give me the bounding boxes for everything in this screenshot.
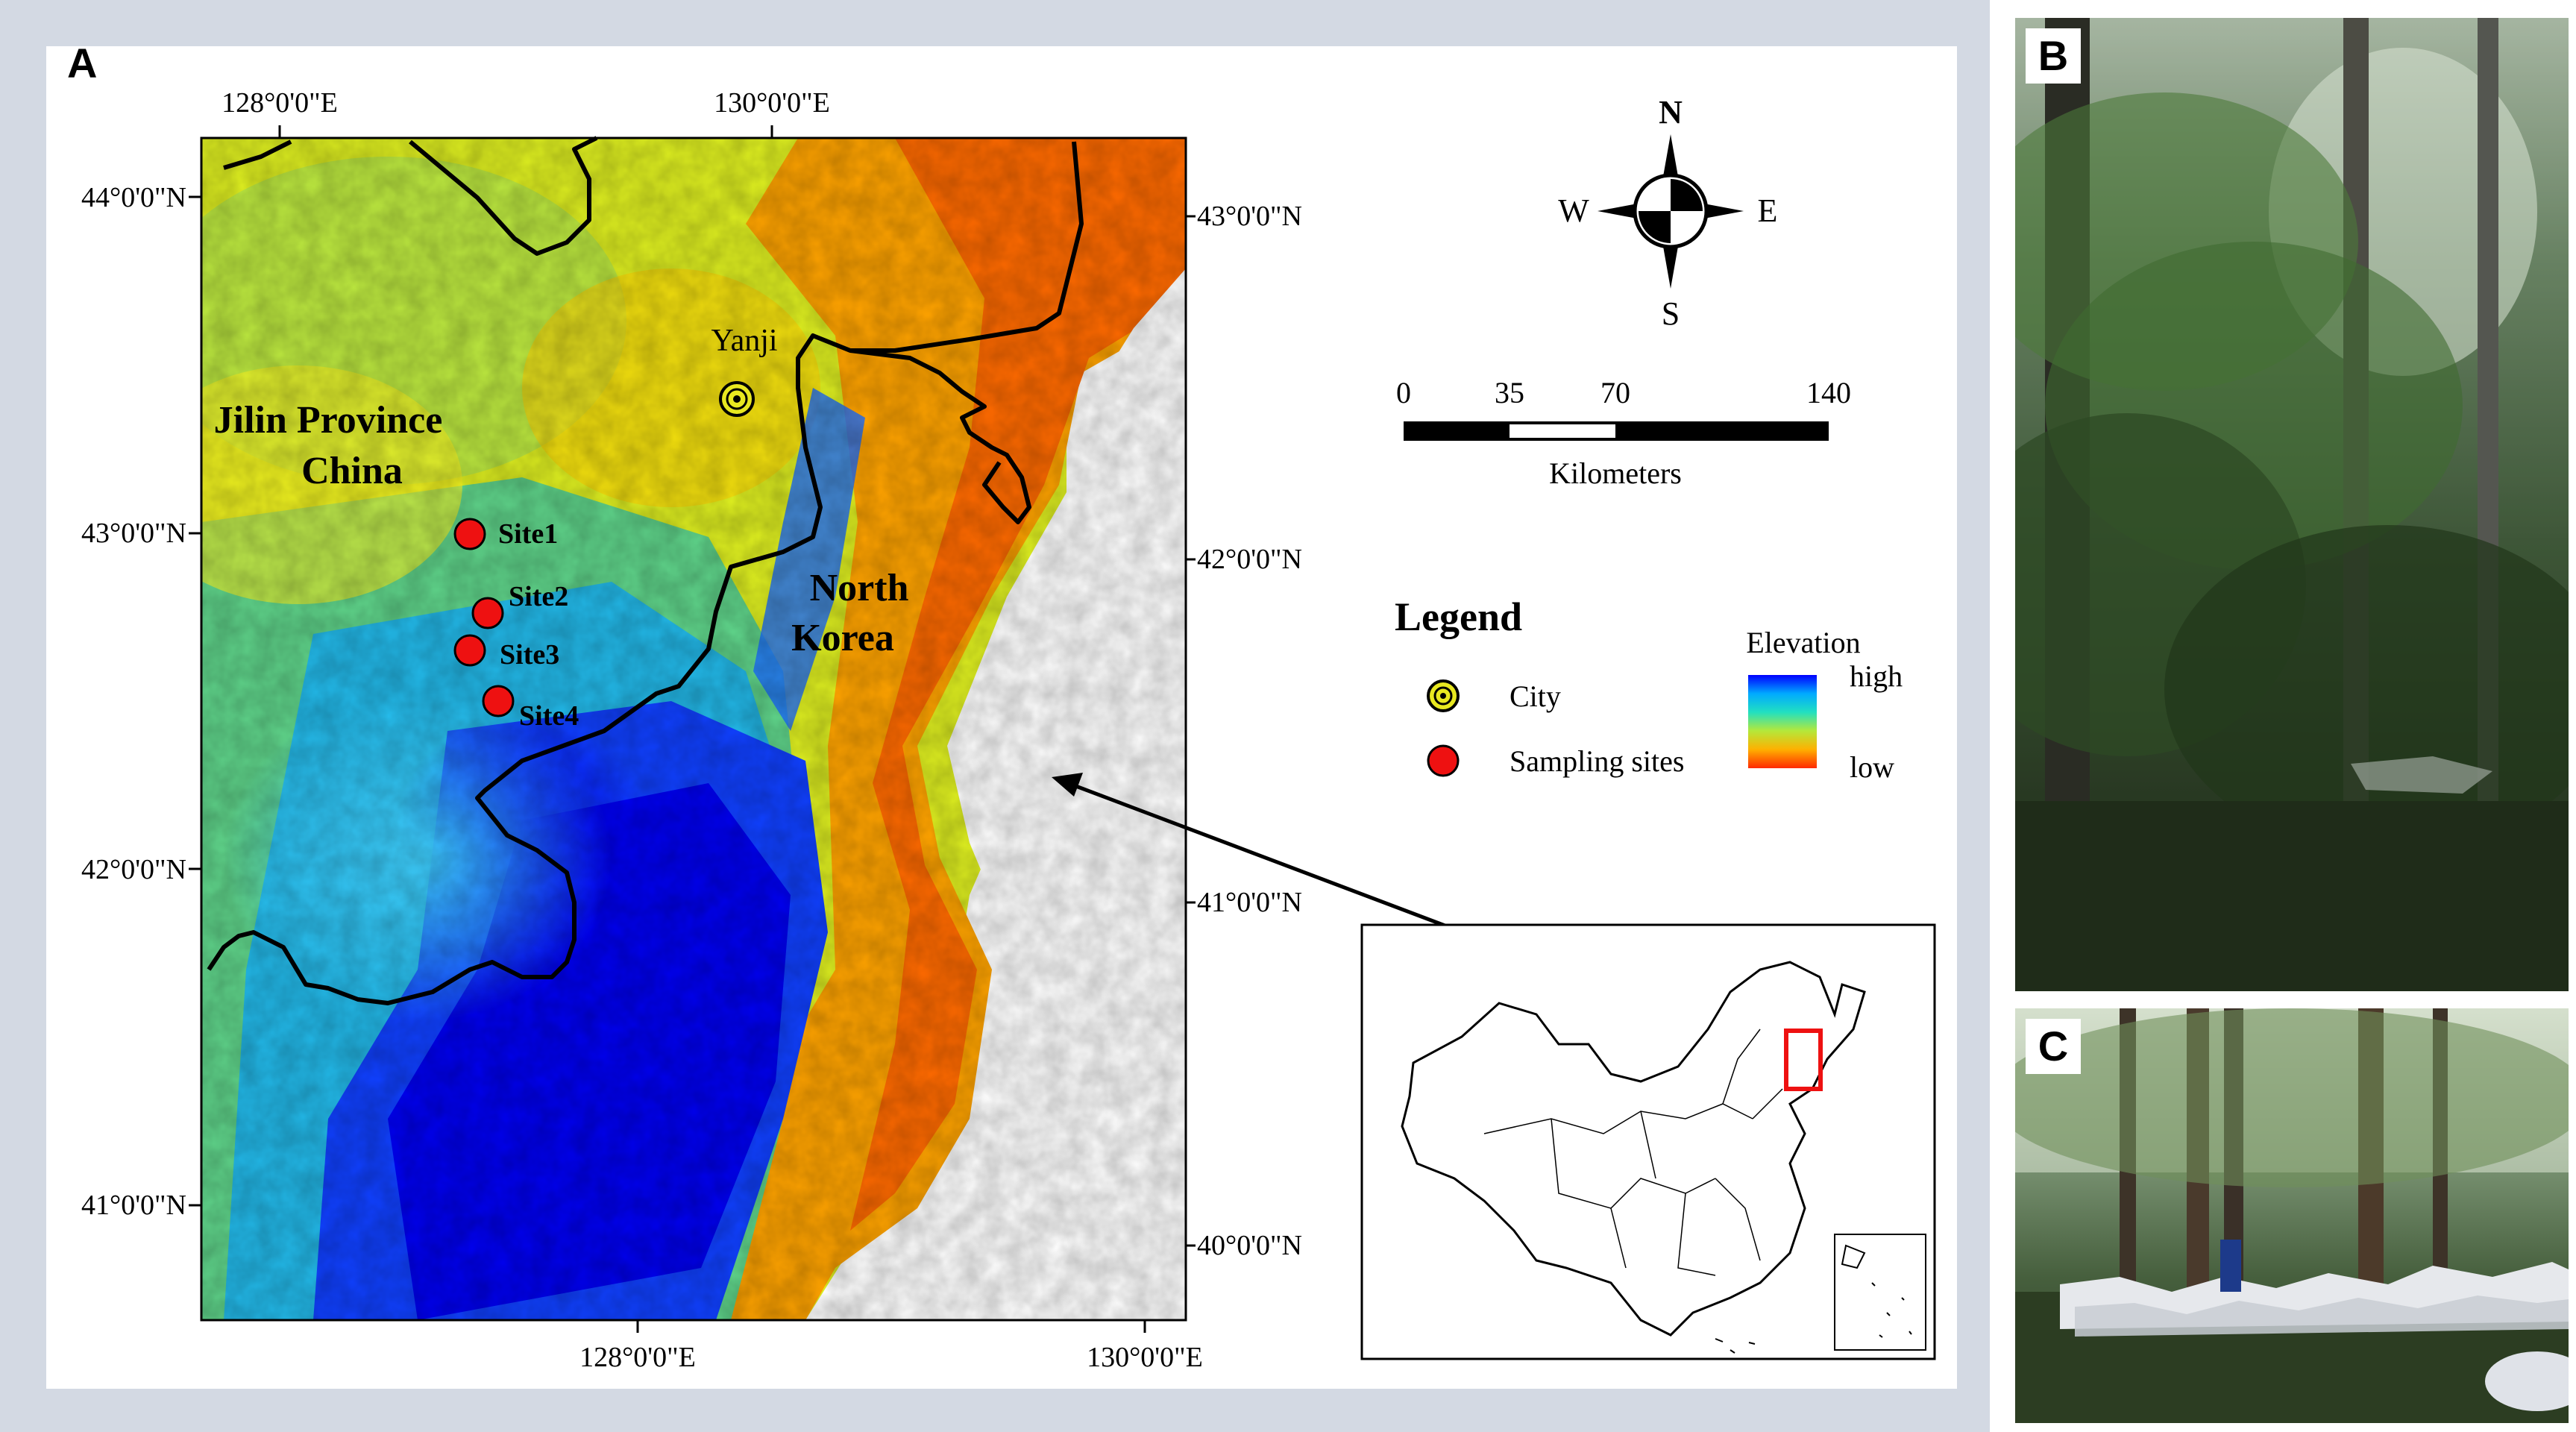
compass-w: W xyxy=(1558,192,1589,229)
legend-title: Legend xyxy=(1395,594,1522,639)
legend-low-label: low xyxy=(1850,750,1894,784)
legend-sites-label: Sampling sites xyxy=(1510,744,1684,778)
scale-label-35: 35 xyxy=(1495,376,1524,409)
right-tick-42: 42°0'0"N xyxy=(1197,544,1302,575)
site1-label: Site1 xyxy=(498,518,558,550)
inset-south-china-sea-box xyxy=(1834,1234,1926,1351)
left-tick-44: 44°0'0"N xyxy=(81,182,186,213)
site1-marker xyxy=(453,518,486,550)
bottom-tick-128: 128°0'0"E xyxy=(579,1342,696,1373)
site3-marker xyxy=(453,634,486,667)
forest-photo-b: B xyxy=(2015,18,2569,991)
scale-bar: 0 35 70 140 Kilometers xyxy=(1396,376,1851,490)
boundary-lines xyxy=(207,136,1084,1005)
sampling-sites: Site1 Site2 Site3 Site4 xyxy=(453,518,579,732)
panel-c-label: C xyxy=(2026,1019,2081,1074)
compass-rose: N S W E xyxy=(1558,94,1777,332)
left-tick-41: 41°0'0"N xyxy=(81,1190,186,1221)
site2-label: Site2 xyxy=(509,581,568,612)
compass-n: N xyxy=(1659,94,1683,131)
left-tick-42: 42°0'0"N xyxy=(81,854,186,885)
elevation-color-ramp xyxy=(1748,675,1817,768)
scale-label-140: 140 xyxy=(1806,376,1851,409)
panel-b-label: B xyxy=(2026,28,2081,84)
legend-high-label: high xyxy=(1850,659,1903,693)
right-tick-41: 41°0'0"N xyxy=(1197,887,1302,918)
elevation-raster xyxy=(201,138,1186,1320)
inset-study-area-box xyxy=(1784,1029,1823,1091)
top-tick-128: 128°0'0"E xyxy=(222,87,338,119)
map-ticks: 128°0'0"E 130°0'0"E 128°0'0"E 130°0'0"E … xyxy=(81,87,1302,1373)
top-tick-130: 130°0'0"E xyxy=(714,87,830,119)
site4-marker xyxy=(482,685,515,717)
china-inset-map xyxy=(1360,923,1936,1360)
scale-label-70: 70 xyxy=(1600,376,1630,409)
compass-e: E xyxy=(1758,192,1778,229)
site2-marker xyxy=(471,597,504,629)
north-korea-label-line2: Korea xyxy=(791,617,894,659)
panel-a-label: A xyxy=(67,40,98,87)
forest-photo-c: C xyxy=(2015,1008,2569,1423)
compass-s: S xyxy=(1662,295,1680,332)
left-tick-43: 43°0'0"N xyxy=(81,518,186,549)
legend: Legend City Sampling sites Elevation hig… xyxy=(1395,594,1903,784)
scale-unit: Kilometers xyxy=(1549,456,1682,490)
legend-site-symbol xyxy=(1427,744,1460,777)
city-marker-yanji xyxy=(719,381,755,417)
legend-elevation-title: Elevation xyxy=(1746,626,1860,659)
bottom-tick-130: 130°0'0"E xyxy=(1087,1342,1203,1373)
site3-label: Site3 xyxy=(500,639,559,671)
china-label-line1: Jilin Province xyxy=(214,399,443,442)
right-tick-43: 43°0'0"N xyxy=(1197,201,1302,232)
city-label-yanji: Yanji xyxy=(711,324,777,358)
north-korea-label-line1: North xyxy=(810,567,909,609)
scale-label-0: 0 xyxy=(1396,376,1411,409)
legend-city-label: City xyxy=(1510,679,1561,713)
right-tick-40: 40°0'0"N xyxy=(1197,1230,1302,1261)
china-label-line2: China xyxy=(301,450,403,492)
site4-label: Site4 xyxy=(519,700,579,732)
